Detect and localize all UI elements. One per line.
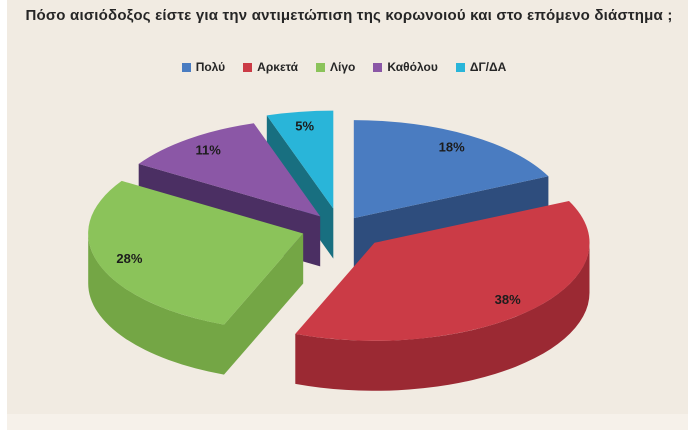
legend-swatch-icon bbox=[455, 62, 465, 72]
chart-legend: Πολύ Αρκετά Λίγο Καθόλου ΔΓ/ΔΑ bbox=[0, 60, 688, 74]
legend-label: Αρκετά bbox=[257, 60, 299, 74]
pie-slice-Καθόλου bbox=[138, 123, 321, 217]
pie-slice-ΔΓ/ΔΑ bbox=[266, 110, 334, 209]
legend-label: ΔΓ/ΔΑ bbox=[469, 60, 507, 74]
chart-title: Πόσο αισιόδοξος είστε για την αντιμετώπι… bbox=[25, 7, 673, 24]
slice-data-label: 28% bbox=[116, 251, 142, 266]
page-left-margin bbox=[0, 0, 7, 430]
page-bottom-band bbox=[7, 414, 688, 430]
legend-swatch-icon bbox=[316, 62, 326, 72]
legend-swatch-icon bbox=[181, 62, 191, 72]
legend-item: Καθόλου bbox=[373, 60, 438, 74]
legend-item: Πολύ bbox=[181, 60, 226, 74]
pie-slice-Αρκετά bbox=[295, 201, 590, 341]
legend-item: Αρκετά bbox=[243, 60, 298, 74]
slice-data-label: 5% bbox=[295, 118, 314, 133]
pie-slice-Λίγο bbox=[88, 180, 304, 325]
pie-slice-side bbox=[224, 233, 304, 375]
slice-data-label: 18% bbox=[439, 140, 465, 155]
legend-label: Πολύ bbox=[195, 60, 226, 74]
legend-label: Λίγο bbox=[330, 60, 356, 74]
slice-data-label: 11% bbox=[196, 143, 222, 158]
legend-label: Καθόλου bbox=[387, 60, 438, 74]
legend-item: Λίγο bbox=[316, 60, 355, 74]
pie-slice-rim bbox=[88, 233, 224, 375]
pie-slice-Πολύ bbox=[353, 120, 549, 219]
legend-swatch-icon bbox=[243, 62, 253, 72]
slice-data-label: 38% bbox=[495, 292, 521, 307]
pie-slice-rim bbox=[295, 242, 590, 391]
legend-item: ΔΓ/ΔΑ bbox=[455, 60, 507, 74]
legend-swatch-icon bbox=[373, 62, 383, 72]
